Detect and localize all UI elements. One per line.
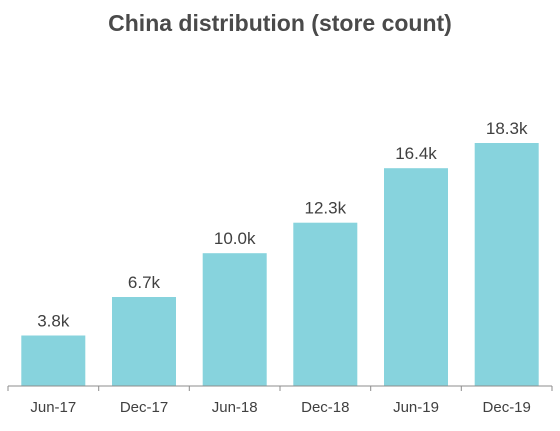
- x-tick-label-dec-17: Dec-17: [120, 399, 168, 416]
- bar-jun-17: [21, 335, 86, 386]
- bar-dec-18: [293, 222, 358, 386]
- x-tick-label-dec-18: Dec-18: [301, 399, 349, 416]
- data-label-dec-19: 18.3k: [486, 119, 528, 138]
- bar-dec-19: [474, 143, 539, 386]
- data-label-jun-19: 16.4k: [395, 144, 437, 163]
- data-label-jun-18: 10.0k: [214, 229, 256, 248]
- data-label-dec-17: 6.7k: [128, 273, 161, 292]
- x-tick-label-jun-18: Jun-18: [212, 399, 258, 416]
- x-tick-label-dec-19: Dec-19: [483, 399, 531, 416]
- data-label-jun-17: 3.8k: [37, 312, 70, 331]
- bar-jun-18: [202, 253, 267, 386]
- data-label-dec-18: 12.3k: [305, 199, 347, 218]
- bar-jun-19: [384, 168, 448, 386]
- x-tick-label-jun-17: Jun-17: [30, 399, 76, 416]
- x-tick-label-jun-19: Jun-19: [393, 399, 439, 416]
- chart-title: China distribution (store count): [108, 10, 452, 36]
- bar-dec-17: [112, 297, 176, 386]
